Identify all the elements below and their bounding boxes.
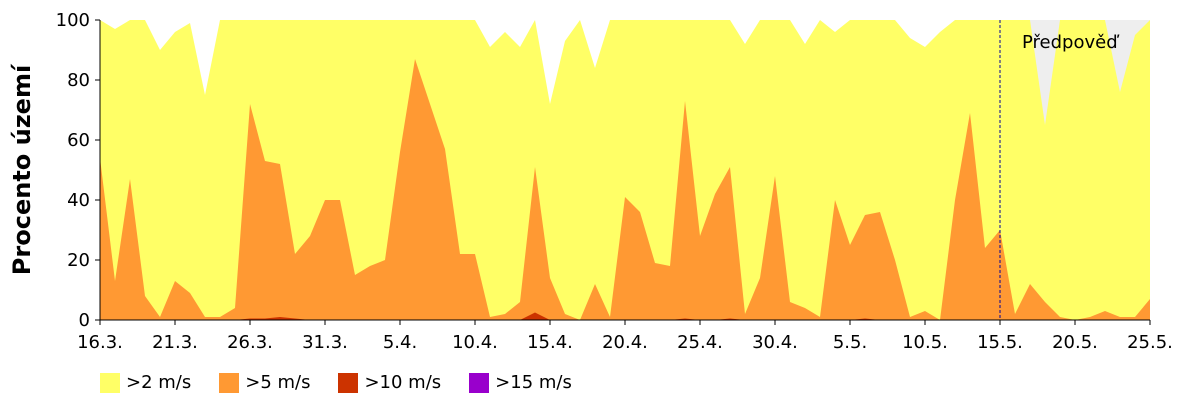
legend-item: >2 m/s [100, 372, 191, 393]
legend-label: >10 m/s [364, 372, 442, 393]
wind-area-chart: Předpověď 0 20 40 60 80 100 16.3. 21.3. 26.3. 31.… [8, 10, 1173, 353]
x-tick-label: 21.3. [152, 332, 198, 353]
x-tick-label: 30.4. [752, 332, 798, 353]
legend-label: >2 m/s [126, 372, 192, 393]
legend-label: >5 m/s [245, 372, 311, 393]
x-tick-label: 10.4. [452, 332, 498, 353]
series-layer [100, 20, 1150, 320]
x-tick-label: 5.4. [383, 332, 417, 353]
series-area-1 [100, 59, 1150, 320]
x-tick-label: 25.5. [1127, 332, 1173, 353]
x-tick-label: 16.3. [77, 332, 123, 353]
y-axis-title: Procento území [8, 63, 36, 275]
legend-swatch [469, 372, 490, 393]
legend-swatch [219, 372, 240, 393]
x-tick-label: 5.5. [833, 332, 867, 353]
x-tick-label: 20.4. [602, 332, 648, 353]
legend-item: >10 m/s [338, 372, 441, 393]
x-tick-label: 25.4. [677, 332, 723, 353]
y-tick-label: 80 [67, 70, 90, 91]
x-tick-label: 31.3. [302, 332, 348, 353]
y-tick-label: 0 [79, 310, 90, 331]
axes-layer: 0 20 40 60 80 100 16.3. 21.3. 26.3. 31.3. 5.4. 10.4… [56, 10, 1173, 353]
y-tick-label: 60 [67, 130, 90, 151]
forecast-label: Předpověď [1022, 32, 1120, 53]
y-tick-label: 100 [56, 10, 90, 31]
x-tick-label: 20.5. [1052, 332, 1098, 353]
legend-swatch [100, 372, 120, 393]
x-tick-label: 26.3. [227, 332, 273, 353]
x-tick-label: 15.4. [527, 332, 573, 353]
y-tick-label: 40 [67, 190, 90, 211]
y-tick-label: 20 [67, 250, 90, 271]
legend-swatch [338, 372, 359, 393]
x-tick-label: 10.5. [902, 332, 948, 353]
legend-item: >5 m/s [219, 372, 310, 393]
legend-label: >15 m/s [495, 372, 572, 393]
x-tick-label: 15.5. [977, 332, 1023, 353]
legend: >2 m/s >5 m/s >10 m/s >15 m/s [100, 372, 572, 393]
legend-item: >15 m/s [469, 372, 572, 393]
